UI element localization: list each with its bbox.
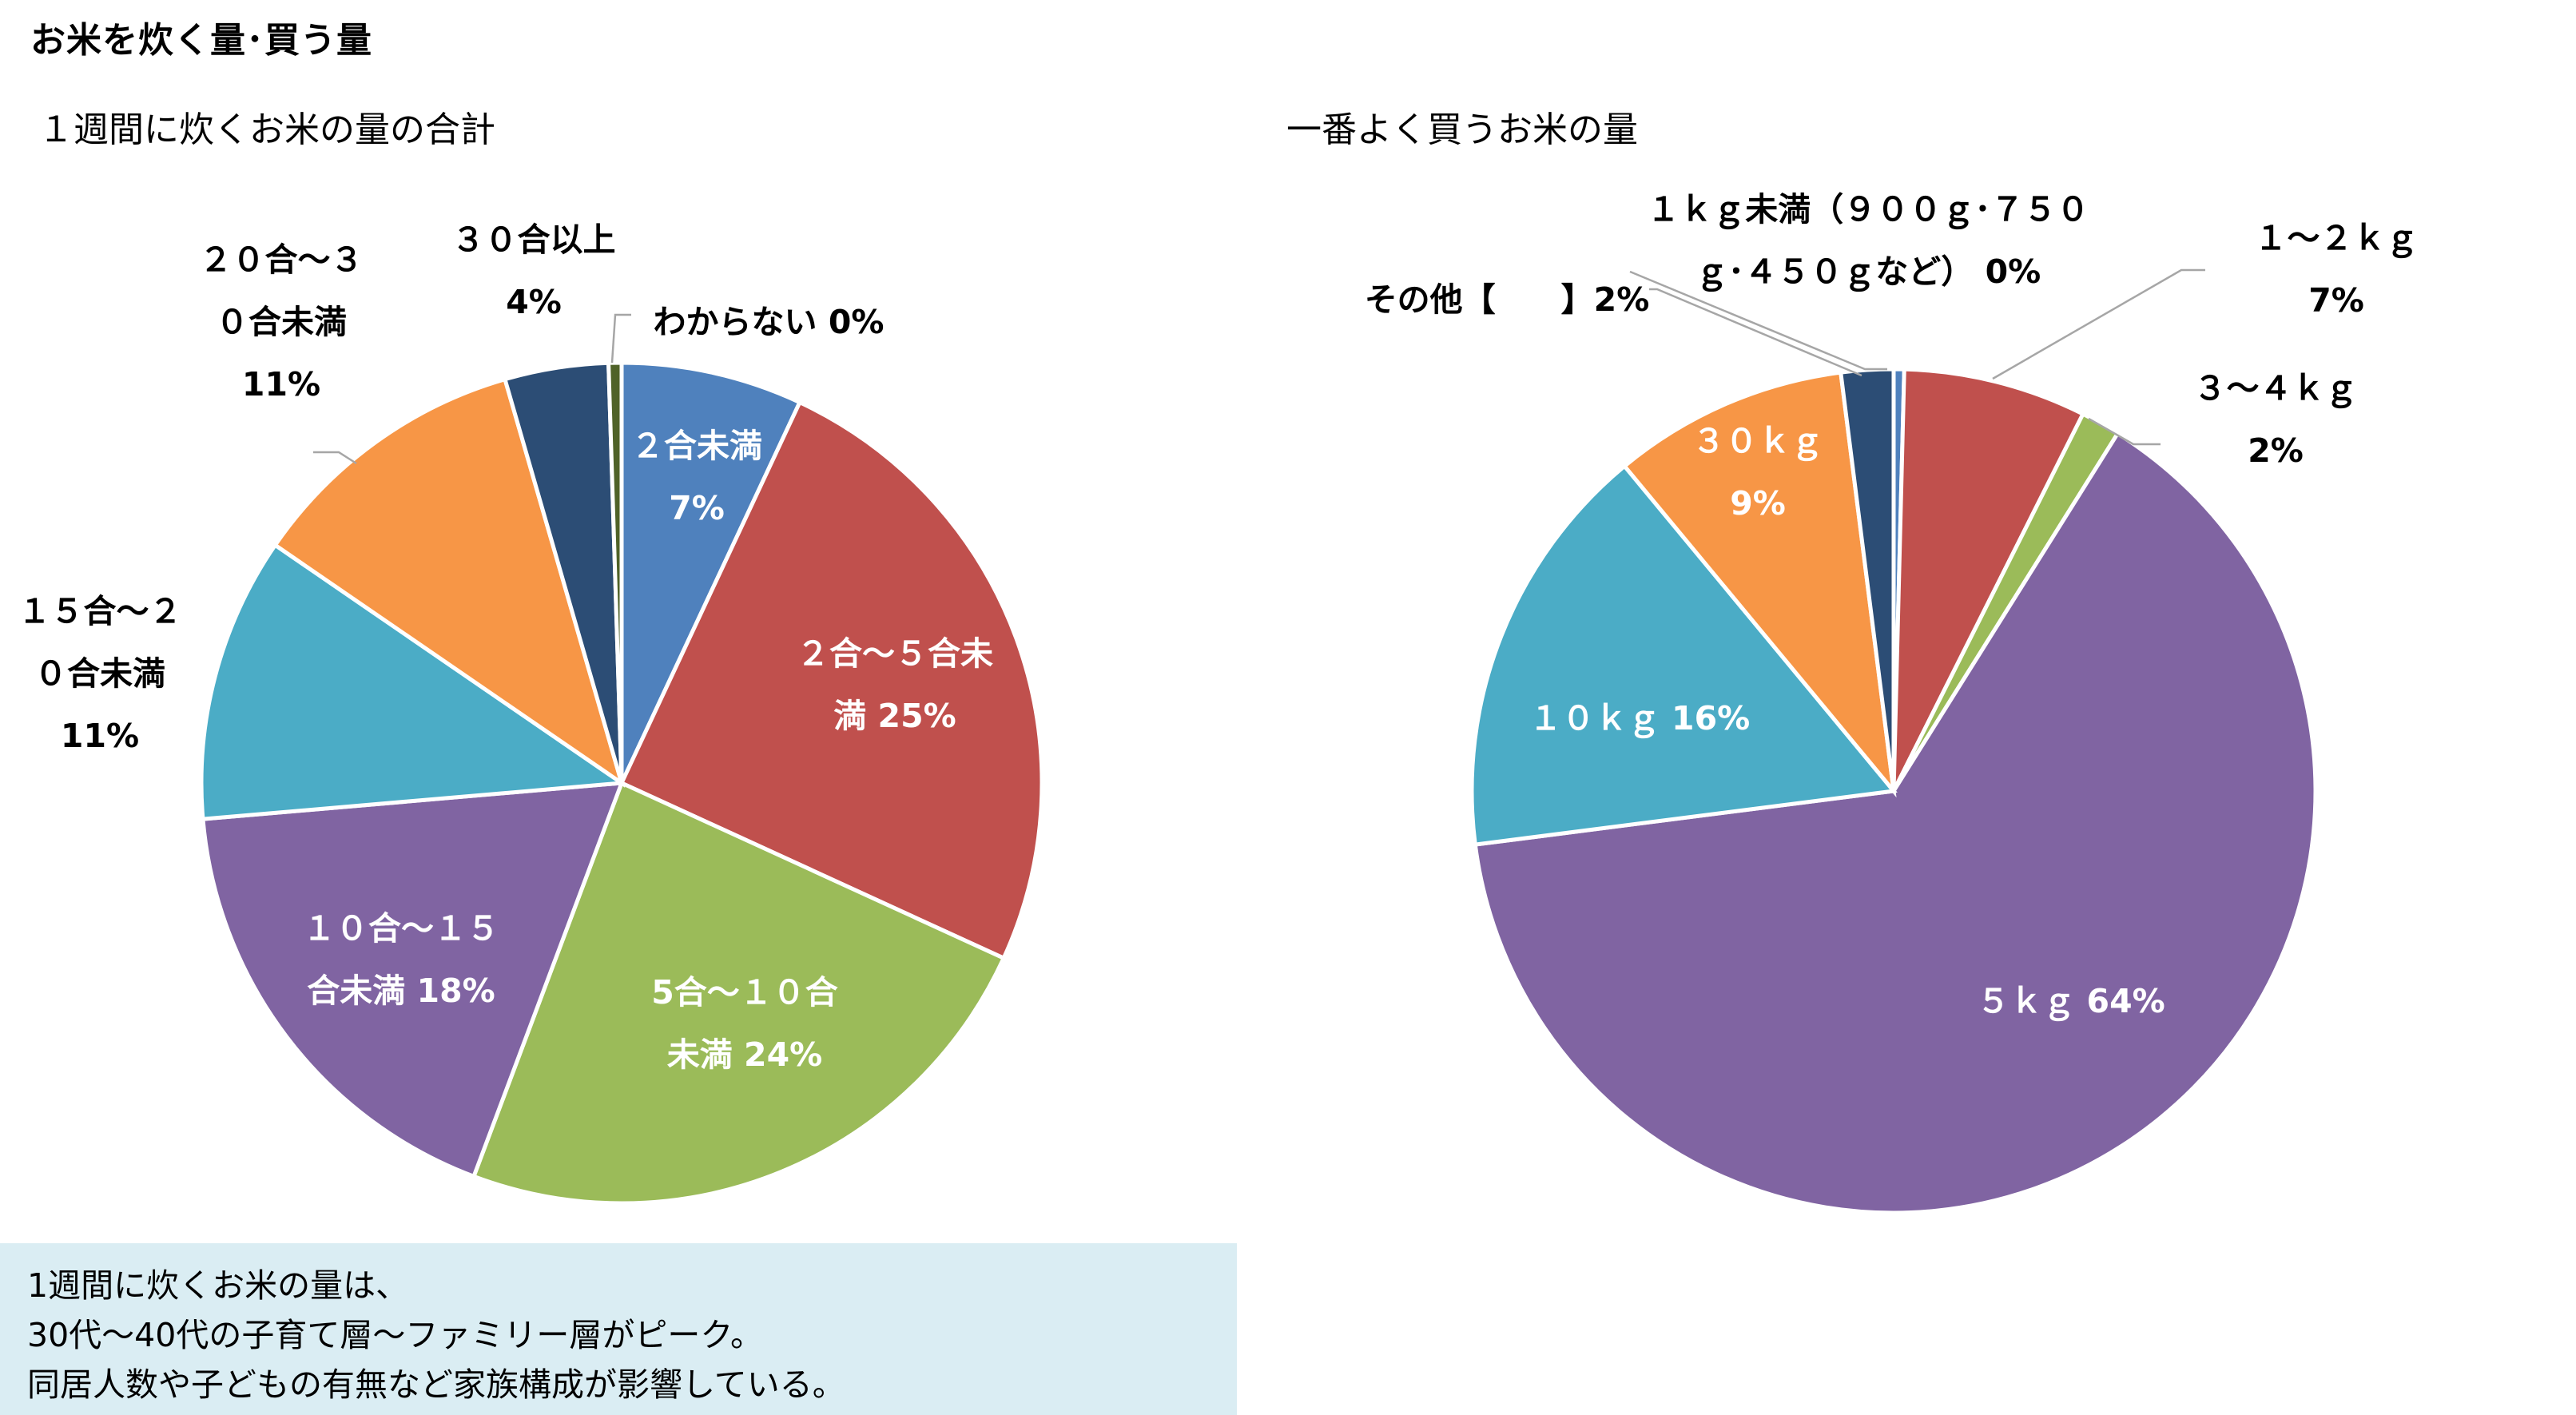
slice-label: ３～４ｋｇ bbox=[2194, 369, 2358, 408]
slice-label: 7% bbox=[669, 489, 725, 527]
pie-slice bbox=[201, 781, 625, 1179]
slice-label: わからない 0% bbox=[654, 303, 885, 341]
slice-label: ２合未満 bbox=[631, 427, 762, 465]
slice-label: 11% bbox=[242, 365, 320, 403]
pie-slice bbox=[199, 542, 628, 821]
slice-label: ０合未満 bbox=[216, 303, 347, 341]
chart-title-weekly-cooking: １週間に炊くお米の量の合計 bbox=[38, 109, 495, 150]
slice-label: 11% bbox=[61, 717, 139, 755]
slice-label: 9% bbox=[1730, 484, 1786, 523]
slice-label: ｇ･４５０ｇなど） 0% bbox=[1695, 252, 2041, 292]
slice-label: 5合～１０合 bbox=[651, 973, 838, 1012]
note-box: 1週間に炊くお米の量は、 30代～40代の子育て層～ファミリー層がピーク。 同居… bbox=[0, 1243, 1237, 1415]
slice-label: １５合～２ bbox=[18, 592, 182, 630]
slice-label: ２合～５合未 bbox=[797, 634, 993, 673]
leader-line bbox=[1629, 270, 1887, 371]
slice-label: 合未満 18% bbox=[307, 972, 495, 1010]
slice-label: １ｋｇ未満（９００ｇ･７５０ bbox=[1647, 190, 2089, 229]
pie-slice bbox=[1469, 463, 1898, 847]
pie-slice bbox=[1621, 370, 1897, 798]
note-line: 同居人数や子どもの有無など家族構成が影響している。 bbox=[27, 1365, 845, 1404]
slice-label: １０ｋｇ 16% bbox=[1529, 699, 1750, 738]
slice-label: 7% bbox=[2308, 281, 2364, 320]
pie-slice bbox=[618, 399, 1044, 961]
slice-label: 未満 24% bbox=[667, 1035, 822, 1074]
slice-label: ３０合以上 bbox=[452, 221, 616, 259]
pie-slice bbox=[606, 360, 624, 784]
slice-label: ３０ｋｇ bbox=[1692, 422, 1823, 461]
slice-label: 4% bbox=[506, 283, 562, 321]
pie-chart-purchase-size: １ｋｇ未満（９００ｇ･７５０ ｇ･４５０ｇなど） 0% １～２ｋｇ 7% ３～４ｋｇ 2%… bbox=[1365, 190, 2419, 1215]
page-title: お米を炊く量･買う量 bbox=[30, 20, 372, 61]
pie-slice bbox=[1891, 367, 2086, 793]
slice-label: その他【 】2% bbox=[1365, 280, 1650, 319]
slice-label: 2% bbox=[2248, 431, 2304, 470]
slice-label: 満 25% bbox=[833, 697, 956, 735]
leader-line bbox=[1649, 288, 1862, 377]
slice-label: １～２ｋｇ bbox=[2255, 219, 2419, 258]
note-line: 1週間に炊くお米の量は、 bbox=[27, 1266, 409, 1305]
chart-title-purchase-size: 一番よく買うお米の量 bbox=[1286, 109, 1638, 150]
note-line: 30代～40代の子育て層～ファミリー層がピーク。 bbox=[27, 1316, 764, 1354]
leader-line bbox=[2088, 417, 2161, 446]
leader-line bbox=[313, 451, 357, 465]
pie-slice bbox=[471, 780, 1007, 1206]
slice-label: ５ｋｇ 64% bbox=[1977, 982, 2165, 1021]
leader-line bbox=[610, 313, 631, 364]
slice-label: ２０合～３ bbox=[200, 240, 364, 279]
pie-slice bbox=[272, 376, 626, 789]
slice-label: １０合～１５ bbox=[303, 909, 499, 948]
slice-label: ０合未満 bbox=[34, 654, 165, 693]
pie-slice bbox=[619, 360, 803, 785]
leader-line bbox=[1992, 268, 2205, 380]
pie-slice bbox=[1473, 431, 2318, 1215]
